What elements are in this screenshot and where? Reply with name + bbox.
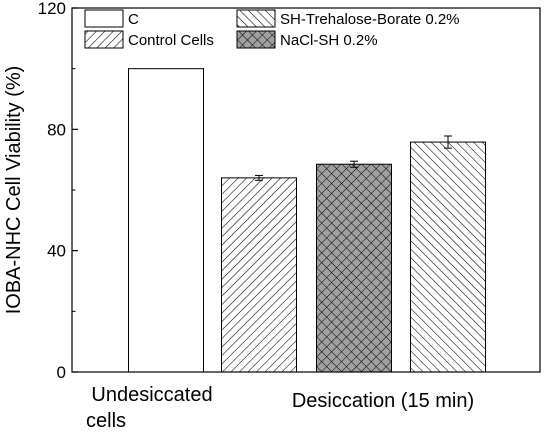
- y-axis-title: IOBA-NHC Cell Viability (%): [3, 66, 25, 315]
- category-label-undesiccated-line2: cells: [86, 410, 126, 432]
- legend-label-control-cells: Control Cells: [128, 32, 214, 49]
- bar-c: [128, 68, 204, 373]
- legend-label-c: C: [128, 11, 139, 28]
- category-label-undesiccated: Undesiccated: [91, 384, 212, 406]
- y-tick-label: 0: [57, 363, 66, 382]
- y-tick-label: 80: [47, 120, 66, 139]
- bar-control-cells: [221, 177, 297, 373]
- category-label-desiccation: Desiccation (15 min): [292, 390, 474, 412]
- bars: [128, 68, 486, 373]
- legend-label-sh-trehalose-borate-0-2: SH-Trehalose-Borate 0.2%: [280, 11, 460, 28]
- bar-nacl-sh-0-2: [316, 163, 392, 373]
- legend-swatch-control-cells: [84, 30, 124, 49]
- legend-label-nacl-sh-0-2: NaCl-SH 0.2%: [280, 32, 378, 49]
- y-tick-label: 40: [47, 242, 66, 261]
- bar-sh-trehalose-borate-0-2: [410, 141, 486, 373]
- y-tick-label: 120: [38, 0, 66, 18]
- legend-swatch-sh-trehalose-borate-0-2: [236, 9, 276, 28]
- legend-swatch-c: [84, 9, 124, 28]
- x-category-labels: Undesiccated cells Desiccation (15 min): [86, 384, 474, 432]
- legend: C Control Cells SH-Trehalose-Borate 0.2% Na…: [84, 9, 460, 49]
- y-axis: 0 40 80 120: [38, 0, 78, 382]
- legend-swatch-nacl-sh-0-2: [236, 30, 276, 49]
